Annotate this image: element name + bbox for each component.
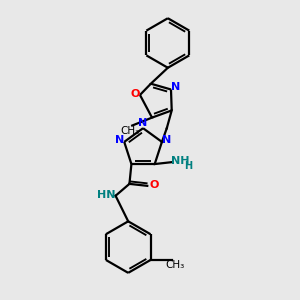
Text: H: H [184, 161, 193, 171]
Text: O: O [130, 89, 140, 99]
Text: NH: NH [171, 156, 190, 166]
Text: O: O [149, 180, 159, 190]
Text: CH₃: CH₃ [121, 127, 140, 136]
Text: CH₃: CH₃ [166, 260, 185, 270]
Text: N: N [162, 135, 172, 145]
Text: N: N [171, 82, 181, 92]
Text: HN: HN [98, 190, 116, 200]
Text: N: N [138, 118, 148, 128]
Text: N: N [115, 135, 124, 145]
